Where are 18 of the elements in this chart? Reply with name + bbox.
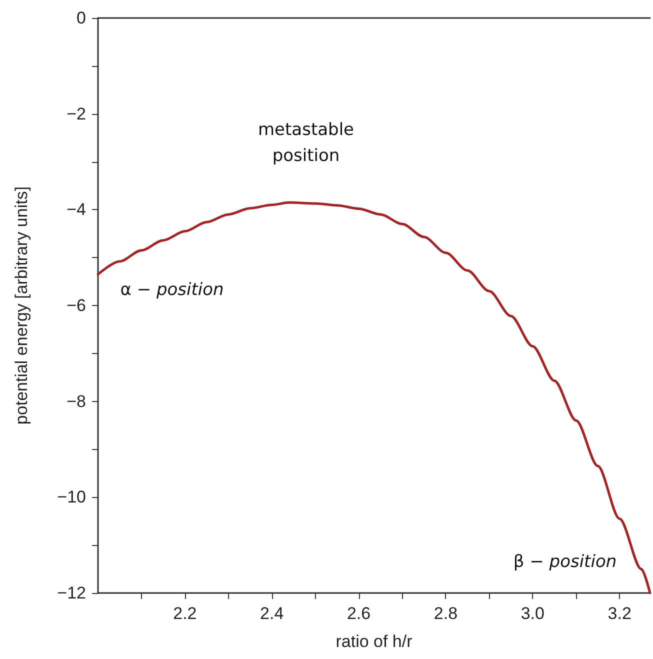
y-tick-label: −4 — [66, 200, 86, 220]
x-tick-label: 2.2 — [173, 604, 197, 623]
x-tick-label: 2.8 — [434, 604, 458, 623]
y-axis-title: potential energy [arbitrary units] — [12, 186, 31, 425]
y-tick-label: −6 — [66, 296, 86, 315]
x-tick-label: 2.6 — [346, 604, 371, 623]
y-tick-label: −10 — [57, 488, 86, 507]
x-tick-label: 2.4 — [260, 604, 284, 623]
y-tick-label: −12 — [57, 584, 86, 602]
x-tick-label: 3.0 — [520, 604, 544, 623]
y-tick-label: −2 — [66, 104, 86, 124]
x-axis-title: ratio of h/r — [336, 632, 413, 651]
y-tick-label: −8 — [66, 392, 86, 411]
annotation: α − position — [120, 280, 224, 300]
annotation: β − position — [513, 552, 617, 572]
x-tick-label: 3.2 — [608, 604, 632, 623]
annotation: metastable position — [258, 120, 354, 166]
y-tick-label: 0 — [76, 8, 86, 28]
